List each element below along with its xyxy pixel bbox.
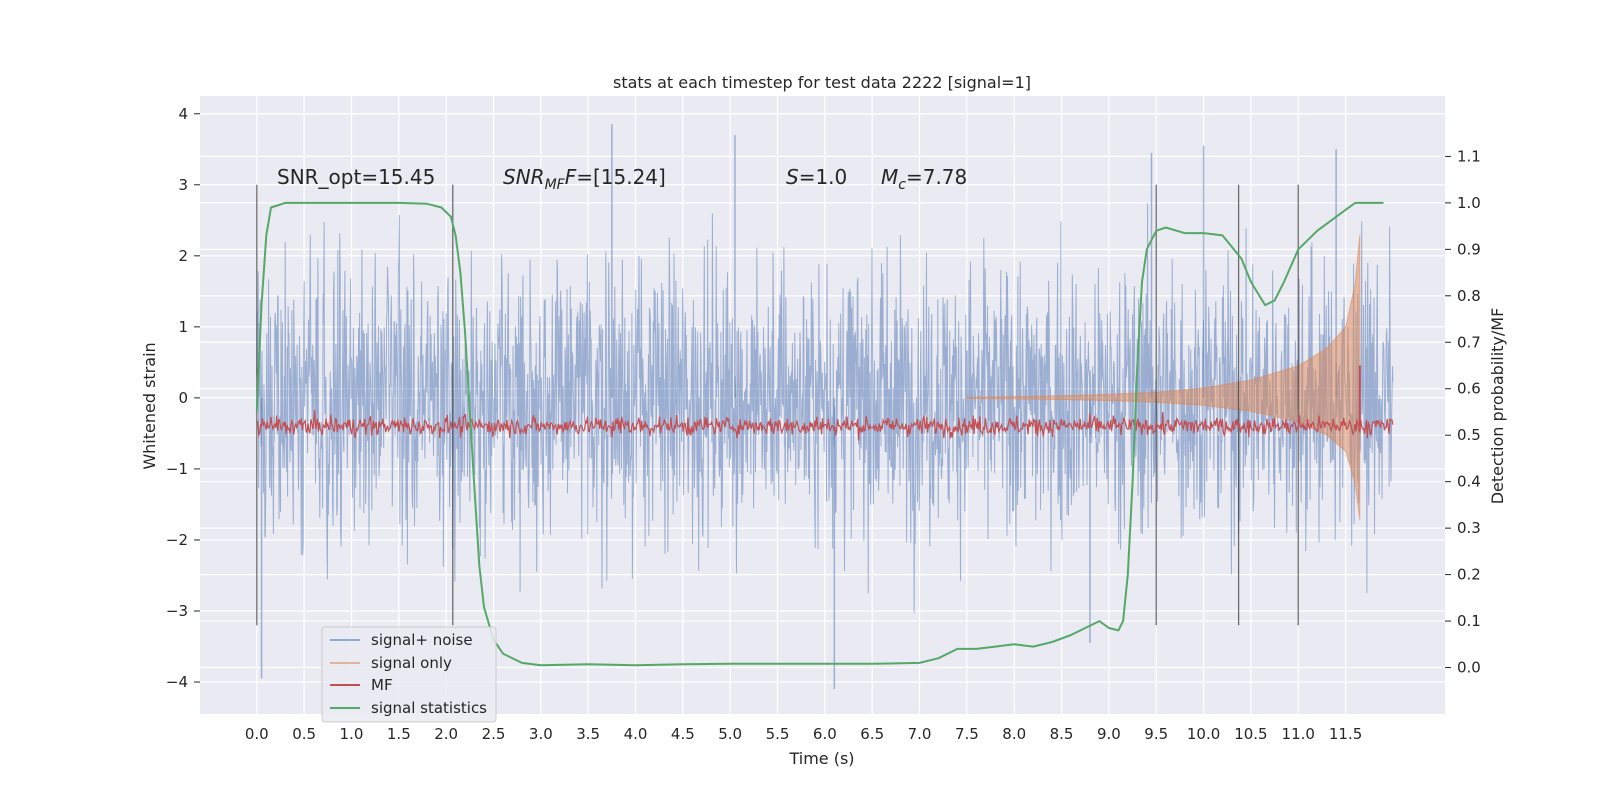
y-axis-label: Whitened strain xyxy=(140,342,159,469)
x-tick-label: 5.0 xyxy=(718,725,742,743)
y2-tick-label: 0.1 xyxy=(1457,612,1481,630)
y2-axis-label: Detection probability/MF xyxy=(1488,308,1507,505)
y-ticks: 4 3 2 1 0 −1 −2 −3 −4 xyxy=(166,105,200,691)
y2-tick-label: 0.6 xyxy=(1457,380,1481,398)
y2-tick-label: 0.4 xyxy=(1457,473,1481,491)
y-tick-label: −2 xyxy=(166,531,188,549)
x-tick-label: 2.0 xyxy=(434,725,458,743)
y2-tick-label: 0.2 xyxy=(1457,566,1481,584)
x-tick-label: 8.0 xyxy=(1002,725,1026,743)
signal-statistics-line xyxy=(255,201,1384,667)
x-tick-label: 4.5 xyxy=(671,725,695,743)
y2-tick-label: 0.0 xyxy=(1457,659,1481,677)
annotation-snr-mf-value: =[15.24] xyxy=(576,165,666,189)
x-ticks: 0.0 0.5 1.0 1.5 2.0 2.5 3.0 3.5 4.0 4.5 5.0 5.5 6.0 6… xyxy=(245,725,1362,743)
y2-tick-label: 1.1 xyxy=(1457,147,1481,165)
y2-tick-label: 0.8 xyxy=(1457,287,1481,305)
y2-tick-label: 0.9 xyxy=(1457,240,1481,258)
x-tick-label: 10.5 xyxy=(1234,725,1267,743)
x-tick-label: 7.5 xyxy=(955,725,979,743)
annotations: SNR_opt=15.45 SNRMFF=[15.24] S=1.0 Mc=7.… xyxy=(277,165,967,193)
chart-title: stats at each timestep for test data 222… xyxy=(613,73,1031,92)
legend-box xyxy=(321,626,497,723)
x-tick-label: 0.0 xyxy=(245,725,269,743)
y2-tick-label: 0.7 xyxy=(1457,333,1481,351)
x-tick-label: 6.5 xyxy=(860,725,884,743)
annotation-snr-opt: SNR_opt=15.45 xyxy=(277,165,435,189)
y-tick-label: 2 xyxy=(178,247,188,265)
annotation-s-symbol: S xyxy=(786,165,799,189)
series-signal-statistics xyxy=(255,201,1384,667)
series-signal-plus-noise xyxy=(256,124,1394,690)
y-tick-label: −4 xyxy=(166,673,188,691)
x-tick-label: 3.0 xyxy=(529,725,553,743)
annotation-mc-symbol: M xyxy=(881,165,898,189)
annotation-snr-mf: SNRMFF=[15.24] xyxy=(503,165,666,193)
y-tick-label: 3 xyxy=(178,176,188,194)
y2-tick-label: 0.5 xyxy=(1457,426,1481,444)
x-tick-label: 1.0 xyxy=(340,725,364,743)
y-tick-label: −3 xyxy=(166,602,188,620)
series-mf xyxy=(256,365,1394,441)
y2-tick-label: 1.0 xyxy=(1457,194,1481,212)
annotation-s: S=1.0 xyxy=(786,165,847,189)
annotation-snr-mf-symbol: SNR xyxy=(503,165,545,189)
x-tick-label: 1.5 xyxy=(387,725,411,743)
legend-label-signal-only: signal only xyxy=(371,654,452,672)
x-tick-label: 10.0 xyxy=(1187,725,1220,743)
x-tick-label: 7.0 xyxy=(908,725,932,743)
x-tick-label: 5.5 xyxy=(766,725,790,743)
annotation-mc: Mc=7.78 xyxy=(881,165,967,193)
x-tick-label: 8.5 xyxy=(1050,725,1074,743)
x-tick-label: 11.5 xyxy=(1329,725,1362,743)
annotation-mc-subscript: c xyxy=(898,177,906,193)
x-tick-label: 4.0 xyxy=(624,725,648,743)
y-tick-label: 0 xyxy=(178,389,188,407)
y2-tick-label: 0.3 xyxy=(1457,519,1481,537)
legend-label-signal-plus-noise: signal+ noise xyxy=(371,631,473,649)
legend-label-mf: MF xyxy=(371,676,393,694)
y2-ticks: 1.1 1.0 0.9 0.8 0.7 0.6 0.5 0.4 0.3 0.2 0.1 0.0 xyxy=(1445,147,1481,677)
legend: signal+ noise signal only MF signal stat… xyxy=(321,626,497,723)
x-tick-label: 6.0 xyxy=(813,725,837,743)
x-tick-label: 0.5 xyxy=(292,725,316,743)
legend-label-signal-statistics: signal statistics xyxy=(371,699,487,717)
y-tick-label: 4 xyxy=(178,105,188,123)
x-tick-label: 9.5 xyxy=(1144,725,1168,743)
annotation-snr-mf-subscript: MF xyxy=(545,177,566,193)
mf-line xyxy=(256,410,1394,441)
x-tick-label: 11.0 xyxy=(1282,725,1315,743)
x-tick-label: 9.0 xyxy=(1097,725,1121,743)
annotation-mc-value: =7.78 xyxy=(906,165,967,189)
x-tick-label: 2.5 xyxy=(482,725,506,743)
x-tick-label: 3.5 xyxy=(576,725,600,743)
y-tick-label: −1 xyxy=(166,460,188,478)
y-tick-label: 1 xyxy=(178,318,188,336)
annotation-s-value: =1.0 xyxy=(799,165,848,189)
x-axis-label: Time (s) xyxy=(788,749,854,768)
